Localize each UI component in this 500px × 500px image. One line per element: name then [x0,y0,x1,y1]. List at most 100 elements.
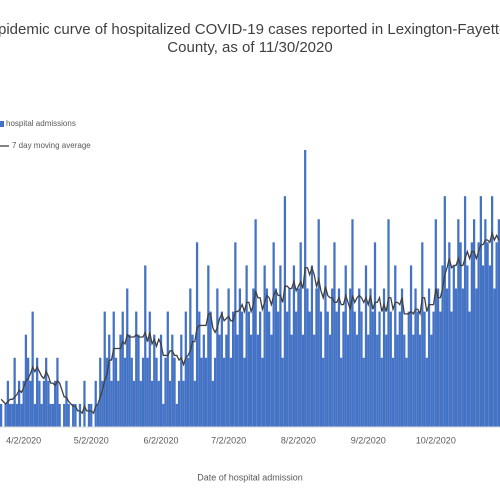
bar [202,334,205,427]
bar [272,242,275,427]
bar [240,311,244,427]
bar [445,288,449,427]
bar [328,334,332,427]
bar [195,242,199,427]
bar [263,265,266,427]
x-tick-label: 5/2/2020 [74,435,109,445]
bar [479,196,482,427]
bar [96,403,100,427]
bar [360,311,363,427]
moving-average-line [0,230,500,415]
bar [412,334,415,427]
bar [448,242,451,427]
bar [250,334,253,427]
bar [54,380,57,427]
bar [117,380,120,427]
bar [135,311,138,427]
bar [495,242,498,427]
bar [139,380,142,427]
bar [369,288,372,427]
bar [355,334,359,427]
bar [121,311,124,427]
bar [380,357,383,427]
x-tick-label: 10/2/2020 [416,435,456,445]
bar [67,403,70,427]
bar [340,357,343,427]
bar [99,357,102,427]
bar [4,403,7,427]
bar [38,380,41,427]
x-tick-label: 8/2/2020 [281,435,316,445]
bar [49,403,52,427]
bar [168,380,172,427]
bar [371,311,374,427]
bar [322,357,325,427]
bar [396,334,399,427]
bar [47,380,50,427]
bar [40,403,43,427]
bar [90,403,93,427]
bar [268,311,271,427]
bar [150,380,154,427]
bar [243,357,246,427]
bar [405,357,408,427]
bar [126,288,129,427]
bar [123,357,127,427]
bar [481,265,485,427]
bar [236,334,239,427]
bar [344,265,347,427]
bar [15,403,19,427]
legend-label: hospital admissions [6,119,76,128]
bar [83,380,86,427]
bar [256,334,260,427]
bar [394,265,397,427]
bar [261,357,264,427]
bar [128,334,131,427]
bar [218,334,221,427]
bar [382,288,386,427]
bar [11,403,14,427]
bar [42,380,46,427]
bar [229,357,232,427]
bar [193,380,196,427]
bar [488,265,491,427]
bar [191,334,194,427]
bar [227,288,230,427]
bar [434,219,437,427]
bar [450,311,453,427]
bar [391,357,395,427]
bar [295,311,298,427]
bar [286,311,289,427]
bar [490,196,494,427]
bar [351,219,354,427]
bar [238,288,241,427]
bar [45,357,48,427]
bar [299,242,302,427]
bar [110,380,113,427]
bar [301,334,305,427]
bar [407,311,410,427]
bar [418,334,422,427]
bar [270,334,273,427]
bar [186,357,190,427]
x-tick-label: 7/2/2020 [211,435,246,445]
bar [259,311,262,427]
bar [277,311,280,427]
bar [51,403,55,427]
bar [254,219,257,427]
bar [189,288,192,427]
bar [216,288,219,427]
bar [27,357,30,427]
x-tick-label: 9/2/2020 [351,435,386,445]
bar [432,311,435,427]
bar [493,288,496,427]
bar [409,265,413,427]
bar [349,288,352,427]
bar [324,265,327,427]
bar [204,357,208,427]
bar [171,334,174,427]
bar [155,357,158,427]
bar [486,242,489,427]
bar [423,311,426,427]
bar [200,357,203,427]
